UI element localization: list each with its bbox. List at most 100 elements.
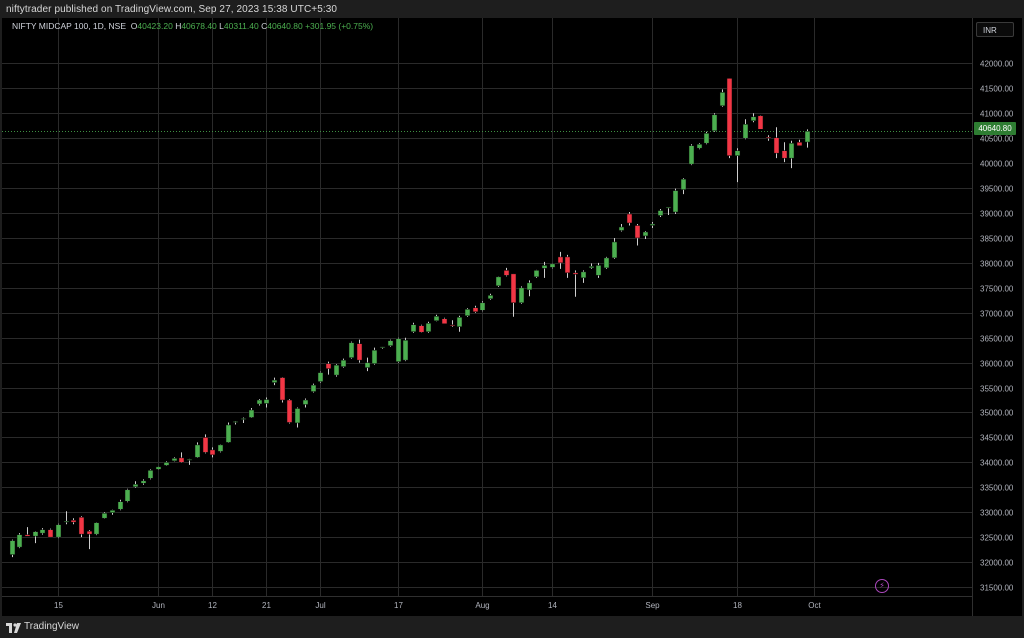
- candle-body: [487, 295, 494, 300]
- candle-body: [711, 114, 718, 131]
- candle-body: [757, 115, 764, 130]
- candle-body: [310, 384, 317, 392]
- candle-body: [178, 457, 185, 463]
- lightning-icon[interactable]: ⚡: [875, 579, 889, 593]
- candle-body: [680, 178, 687, 190]
- candle-body: [109, 509, 116, 513]
- x-tick-label: 18: [733, 601, 742, 610]
- candle-body: [117, 501, 124, 510]
- candle-body: [186, 459, 193, 461]
- candle-body: [618, 226, 625, 231]
- candle-body: [147, 470, 154, 479]
- candle-body: [433, 315, 440, 321]
- candle-body: [510, 273, 517, 304]
- candle-body: [788, 142, 795, 159]
- x-tick-label: Jun: [152, 601, 165, 610]
- candle-body: [78, 516, 85, 535]
- x-tick-label: Sep: [645, 601, 660, 610]
- candle-body: [32, 531, 39, 537]
- candle-body: [526, 282, 533, 291]
- candle-body: [47, 529, 54, 538]
- change-value: +301.95 (+0.75%): [305, 21, 374, 31]
- y-tick-label: 40000.00: [980, 160, 1014, 169]
- y-tick-label: 39500.00: [980, 185, 1014, 194]
- candle-body: [263, 399, 270, 404]
- x-tick-label: 14: [548, 601, 557, 610]
- candle-body: [240, 418, 247, 420]
- candle-body: [595, 265, 602, 276]
- candle-body: [726, 78, 733, 156]
- candle-body: [194, 444, 201, 458]
- candle-body: [410, 324, 417, 332]
- candle-body: [132, 484, 139, 488]
- candle-body: [124, 489, 131, 502]
- candle-body: [294, 408, 301, 424]
- y-tick-label: 33000.00: [980, 509, 1014, 518]
- y-tick-label: 39000.00: [980, 210, 1014, 219]
- candle-body: [719, 92, 726, 107]
- y-tick-label: 32000.00: [980, 559, 1014, 568]
- symbol-name: NIFTY MIDCAP 100, 1D, NSE: [12, 21, 126, 31]
- footer-bar: [0, 616, 1024, 638]
- x-tick-label: 15: [54, 601, 63, 610]
- candle-body: [742, 124, 749, 139]
- candle-body: [286, 399, 293, 423]
- candle-body: [603, 257, 610, 269]
- candle-body: [364, 362, 371, 368]
- candle-body: [171, 458, 178, 462]
- candle-body: [101, 512, 108, 519]
- candle-body: [649, 223, 656, 226]
- candlestick-chart[interactable]: 31500.00 32000.00 32500.00 33000.00 33500.00…: [2, 18, 1022, 616]
- candle-body: [533, 270, 540, 278]
- candle-body: [503, 270, 510, 276]
- candle-body: [588, 266, 595, 269]
- candle-body: [9, 540, 16, 555]
- candle-body: [402, 339, 409, 361]
- candle-body: [626, 213, 633, 224]
- x-tick-label: 21: [262, 601, 271, 610]
- candle-body: [672, 190, 679, 213]
- y-tick-label: 37500.00: [980, 285, 1014, 294]
- x-tick-label: Aug: [475, 601, 489, 610]
- y-tick-label: 38500.00: [980, 235, 1014, 244]
- y-tick-label: 35000.00: [980, 409, 1014, 418]
- candle-body: [395, 338, 402, 362]
- y-tick-label: 34500.00: [980, 434, 1014, 443]
- plot-background: [2, 18, 1022, 616]
- candle-body: [217, 444, 224, 452]
- high-value: 40678.40: [181, 21, 217, 31]
- tradingview-brand[interactable]: TradingView: [24, 621, 80, 632]
- candle-body: [549, 263, 556, 268]
- candle-body: [665, 206, 672, 209]
- candle-body: [140, 480, 147, 484]
- candle-body: [557, 256, 564, 264]
- chart-panel[interactable]: 31500.00 32000.00 32500.00 33000.00 33500.00…: [2, 18, 1022, 616]
- close-label: C: [261, 21, 268, 31]
- candle-body: [495, 276, 502, 287]
- candle-body: [449, 324, 456, 326]
- candle-body: [271, 379, 278, 383]
- candle-body: [86, 530, 93, 535]
- y-tick-label: 33500.00: [980, 484, 1014, 493]
- y-tick-label: 41000.00: [980, 110, 1014, 119]
- candle-body: [688, 145, 695, 165]
- candle-body: [518, 287, 525, 304]
- candle-body: [256, 399, 263, 405]
- low-label: L: [219, 21, 224, 31]
- currency-button[interactable]: INR: [976, 22, 1014, 37]
- candle-body: [356, 343, 363, 361]
- candle-body: [634, 225, 641, 239]
- candle-body: [657, 210, 664, 216]
- candle-body: [796, 141, 803, 146]
- candle-body: [456, 316, 463, 327]
- candle-body: [340, 359, 347, 367]
- tradingview-logo-icon[interactable]: [6, 622, 22, 634]
- x-tick-label: Jul: [315, 601, 325, 610]
- y-tick-label: 32500.00: [980, 534, 1014, 543]
- candle-body: [39, 529, 46, 534]
- candle-body: [781, 150, 788, 159]
- candle-body: [55, 524, 62, 538]
- candle-body: [696, 143, 703, 149]
- candle-body: [441, 318, 448, 324]
- candle-body: [325, 363, 332, 369]
